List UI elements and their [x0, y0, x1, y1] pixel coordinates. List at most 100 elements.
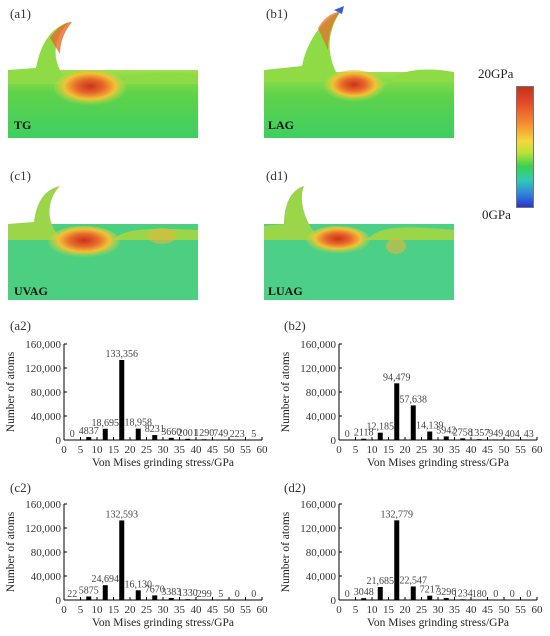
x-tick-label: 25: [416, 604, 428, 616]
bar: [102, 428, 108, 440]
x-tick-label: 15: [108, 604, 120, 616]
bar: [476, 439, 482, 440]
data-label: 22: [67, 589, 77, 600]
data-label: 3383: [161, 587, 181, 598]
data-label: 223: [230, 429, 245, 440]
y-tick-label: 40,000: [31, 571, 62, 583]
x-tick-label: 20: [400, 604, 412, 616]
y-axis-title: Number of atoms: [5, 351, 17, 432]
x-tick-label: 15: [383, 604, 395, 616]
x-tick-label: 50: [499, 604, 511, 616]
y-tick-label: 80,000: [306, 387, 337, 399]
panel-tag-a1: (a1): [10, 6, 31, 21]
colorbar-max-label: 20GPa: [478, 66, 514, 81]
x-tick-label: 0: [336, 604, 342, 616]
y-tick-label: 40,000: [306, 411, 337, 423]
x-axis-title: Von Mises grinding stress/GPa: [92, 457, 234, 469]
data-label: 2001: [178, 428, 198, 439]
sim-label-d1: LUAG: [268, 284, 303, 298]
x-tick-label: 55: [515, 604, 527, 616]
data-label: 5: [218, 589, 223, 600]
data-label: 4837: [79, 426, 99, 437]
data-label: 22,547: [400, 575, 428, 586]
x-tick-label: 20: [125, 444, 137, 456]
sim-label-b1: LAG: [268, 118, 295, 132]
y-tick-label: 0: [56, 595, 62, 607]
x-tick-label: 40: [191, 604, 203, 616]
sim-label-c1: UVAG: [14, 284, 48, 298]
data-label: 2758: [453, 427, 473, 438]
x-tick-label: 5: [78, 444, 84, 456]
bar: [427, 595, 433, 600]
data-label: 24,694: [92, 574, 120, 585]
data-label: 7217: [420, 585, 440, 596]
data-label: 0: [251, 589, 256, 600]
x-tick-label: 25: [416, 444, 428, 456]
x-tick-label: 10: [92, 604, 104, 616]
y-tick-label: 80,000: [31, 387, 62, 399]
x-tick-label: 40: [191, 444, 203, 456]
panel-tag-b2: (b2): [284, 318, 306, 333]
bar: [168, 437, 174, 440]
colorbar-min-label: 0GPa: [482, 207, 511, 222]
y-tick-label: 0: [331, 595, 337, 607]
panel-tag-c2: (c2): [10, 480, 31, 495]
bar: [377, 432, 383, 440]
data-label: 3296: [436, 587, 456, 598]
y-axis-title: Number of atoms: [280, 511, 292, 592]
x-tick-label: 0: [61, 604, 67, 616]
data-label: 5942: [436, 425, 456, 436]
y-tick-label: 160,000: [300, 499, 336, 511]
x-tick-label: 5: [353, 444, 359, 456]
panel-tag-c1: (c1): [10, 168, 31, 183]
data-label: 2118: [354, 428, 374, 439]
x-tick-label: 25: [141, 444, 153, 456]
data-label: 0: [510, 589, 515, 600]
x-tick-label: 5: [78, 604, 84, 616]
panel-tag-d1: (d1): [266, 168, 288, 183]
bar: [394, 383, 400, 440]
y-tick-label: 120,000: [300, 523, 336, 535]
bar: [460, 438, 466, 440]
bar: [410, 586, 416, 600]
data-label: 0: [345, 429, 350, 440]
data-label: 1357: [469, 428, 489, 439]
y-tick-label: 80,000: [31, 547, 62, 559]
y-tick-label: 40,000: [306, 571, 337, 583]
x-tick-label: 0: [61, 444, 67, 456]
data-label: 43: [524, 429, 534, 440]
x-tick-label: 55: [240, 444, 252, 456]
x-tick-label: 45: [207, 604, 219, 616]
x-tick-label: 45: [482, 444, 494, 456]
bar: [86, 437, 92, 440]
simulation-image-c1: [8, 186, 198, 300]
data-label: 0: [493, 589, 498, 600]
data-label: 5875: [79, 585, 99, 596]
data-label: 0: [345, 589, 350, 600]
x-tick-label: 60: [257, 604, 269, 616]
data-label: 7670: [145, 584, 165, 595]
panel-tag-d2: (d2): [284, 480, 306, 495]
x-tick-label: 30: [158, 604, 170, 616]
colorbar: [516, 86, 534, 208]
x-tick-label: 30: [158, 444, 170, 456]
x-tick-label: 5: [353, 604, 359, 616]
data-label: 21,685: [367, 576, 395, 587]
data-label: 16,130: [125, 579, 153, 590]
data-label: 18,958: [125, 418, 153, 429]
bar: [201, 439, 207, 440]
x-tick-label: 35: [174, 604, 186, 616]
x-tick-label: 50: [499, 444, 511, 456]
x-tick-label: 10: [367, 444, 379, 456]
data-label: 3048: [354, 587, 374, 598]
data-label: 1330: [178, 588, 198, 599]
data-label: 0: [526, 589, 531, 600]
data-label: 949: [488, 428, 503, 439]
x-tick-label: 10: [367, 604, 379, 616]
x-axis-title: Von Mises grinding stress/GPa: [367, 457, 509, 469]
x-tick-label: 40: [466, 444, 478, 456]
data-label: 3660: [161, 427, 181, 438]
x-tick-label: 60: [257, 444, 269, 456]
